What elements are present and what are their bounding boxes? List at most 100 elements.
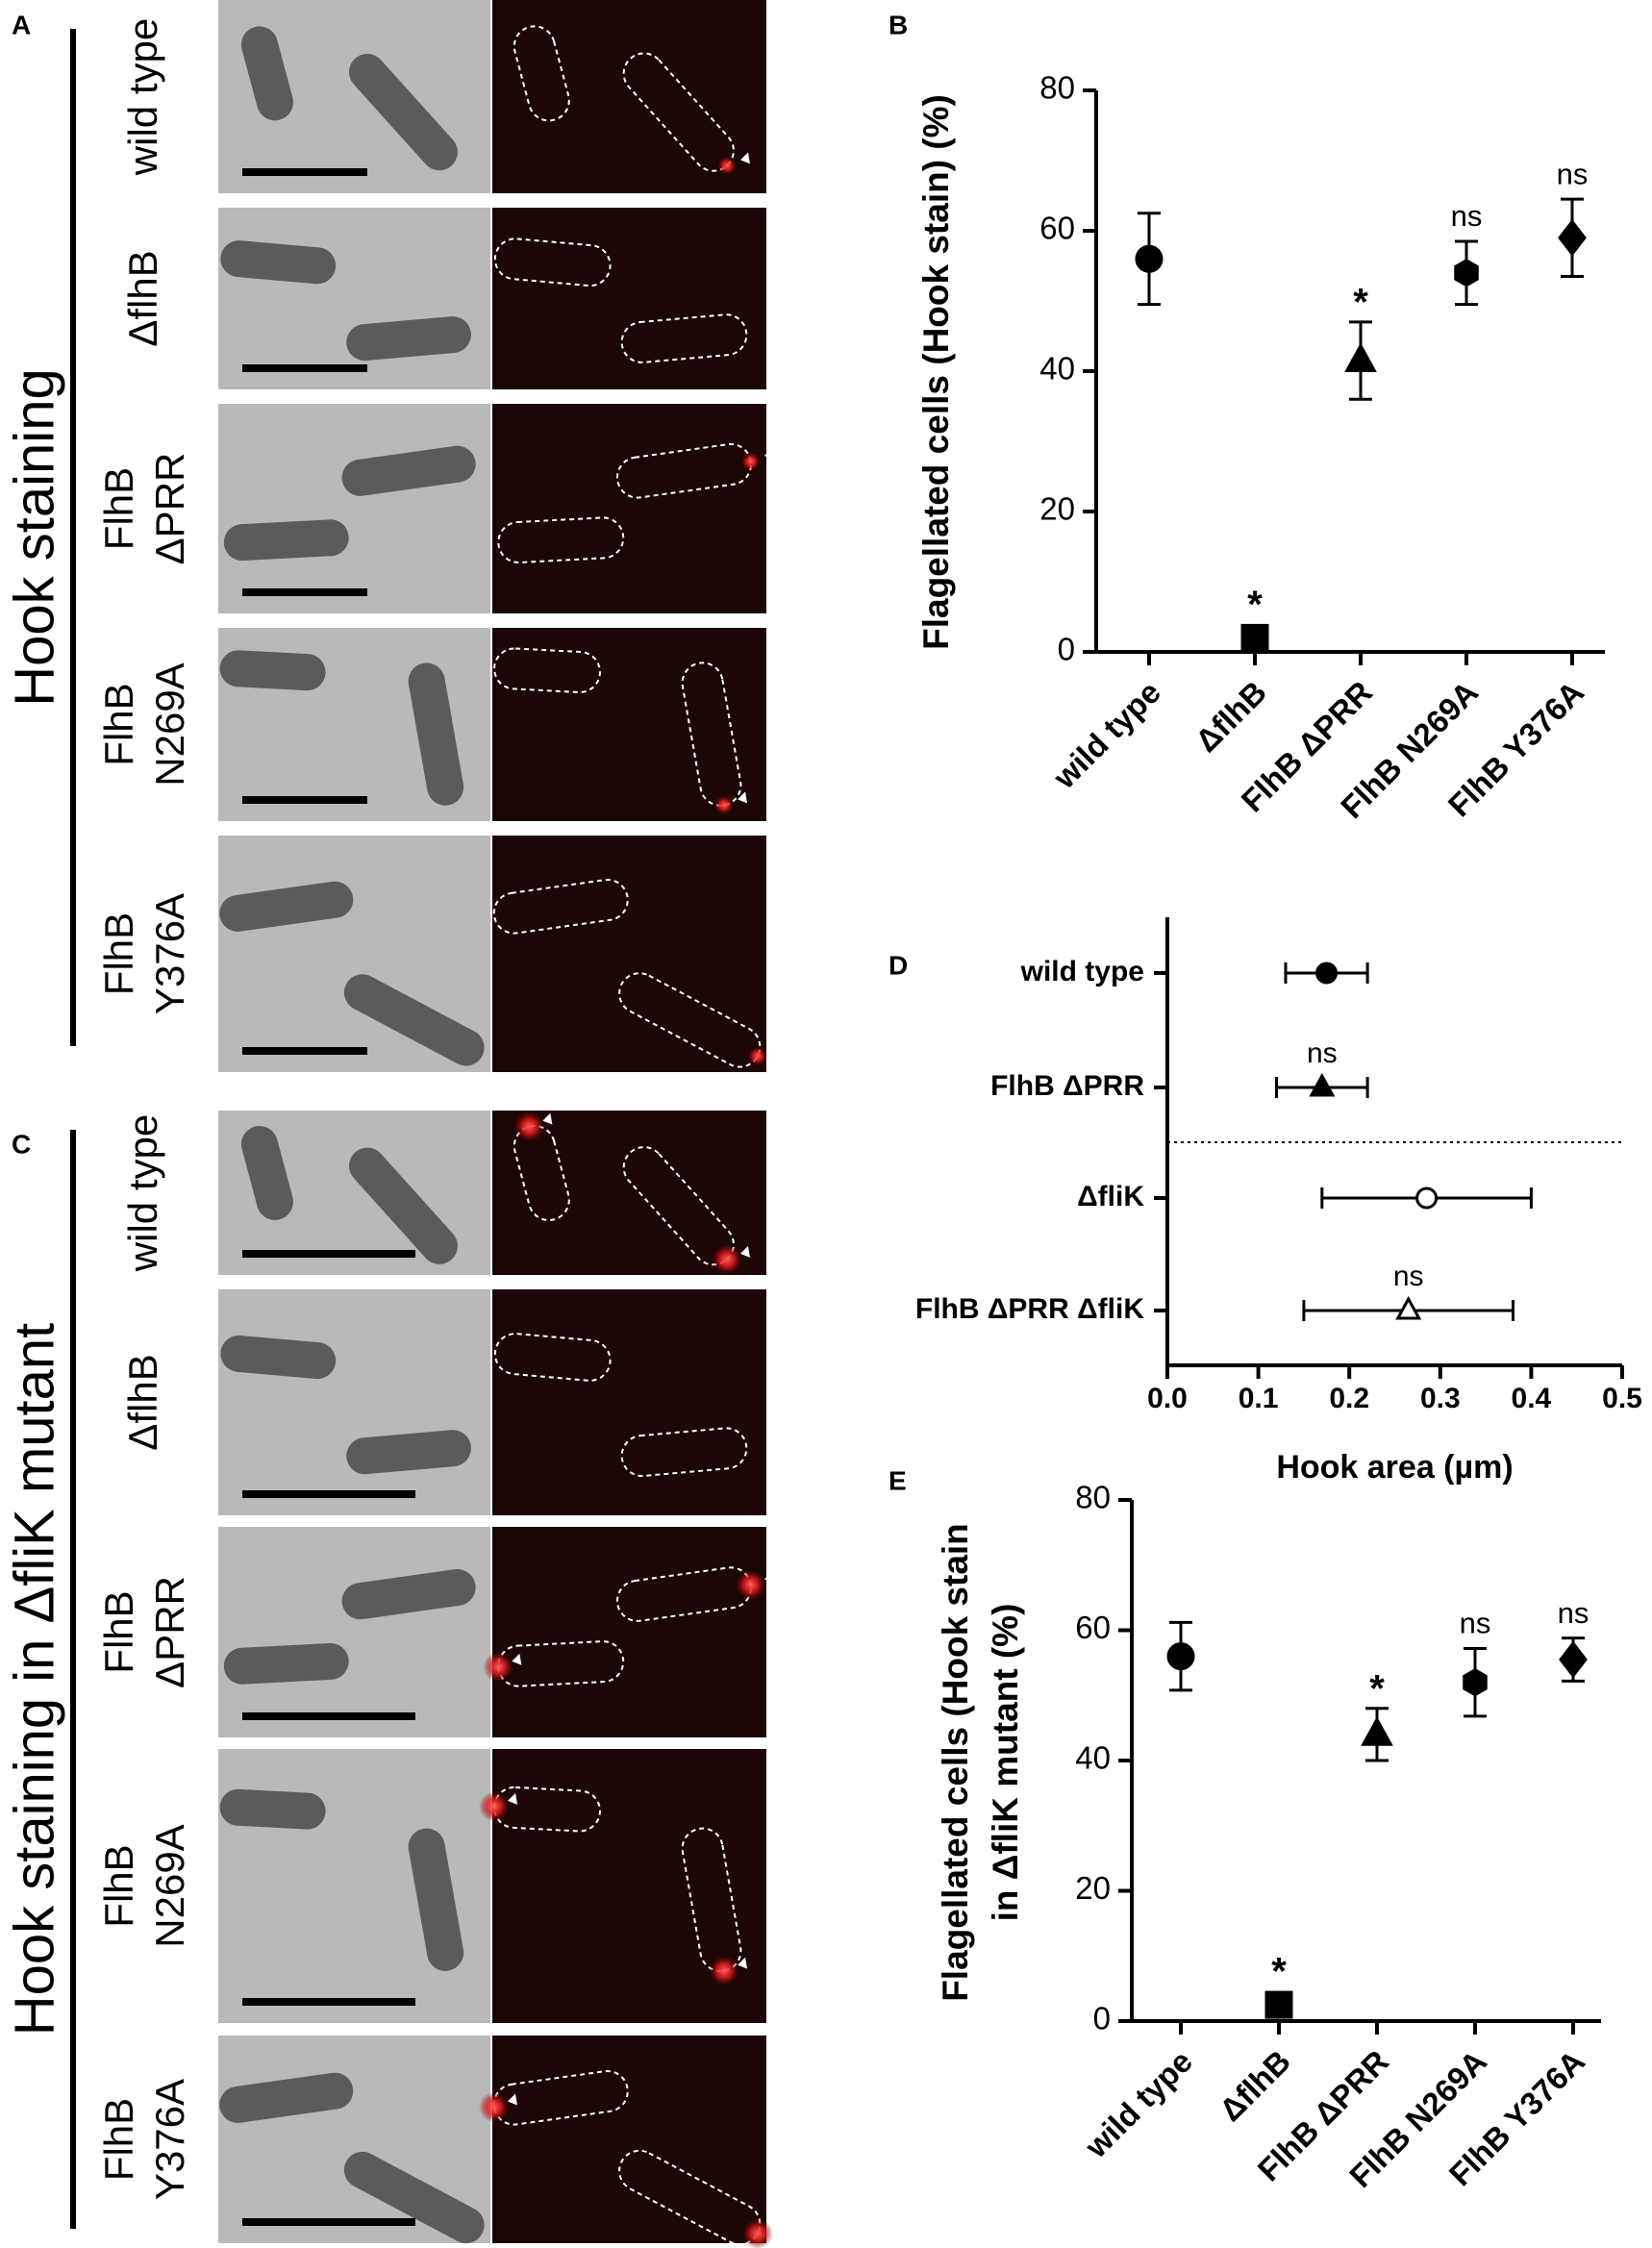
y-axis-label: Flagellated cells (Hook stain) (%) [916,94,956,650]
scale-bar [242,1047,367,1055]
hook-signal [513,1111,545,1142]
cell-outline [493,647,601,693]
scale-bar [242,1712,415,1720]
y-tick-label: FlhB ΔPRR ΔfliK [915,1293,1144,1325]
significance-label: * [1353,281,1368,323]
cell [219,650,326,691]
cell [223,519,349,562]
cell [220,1335,337,1380]
fluorescence-image [492,1527,766,1737]
y-tick-label: 40 [1039,351,1075,387]
data-point [1166,1642,1195,1671]
cell [346,316,471,362]
y-tick-label: 0 [1093,2001,1111,2036]
cell [343,2151,485,2244]
panel-label: B [889,10,908,39]
data-point [1344,342,1377,372]
cell-outline [493,1333,612,1382]
y-tick-label: wild type [1020,956,1144,987]
scale-bar [242,2218,415,2226]
cell-outline [618,972,762,1068]
cell-outline [492,878,629,935]
data-point [1463,1667,1488,1697]
scale-bar [242,168,367,176]
group-label: Hook staining [3,368,65,706]
significance-label: ns [1558,1596,1589,1630]
scale-bar [242,796,367,804]
panel-label: C [12,1129,31,1159]
scale-bar [242,364,367,372]
row-label: ΔPRR [147,453,192,565]
scale-bar [242,1250,415,1258]
cell [341,1568,476,1620]
row-label: N269A [147,1824,192,1947]
x-tick-label: 0.0 [1147,1383,1188,1414]
data-point [1309,1072,1336,1097]
hook-signal [741,2218,773,2248]
arrowhead [739,152,750,164]
arrowhead [770,2220,781,2233]
significance-label: ns [1460,1607,1491,1640]
x-axis-label: Hook area (µm) [1276,1449,1513,1486]
arrowhead [763,1571,774,1584]
x-tick-label: wild type [1077,2043,1199,2165]
cell [223,1642,349,1685]
y-tick-label: 0 [1058,632,1075,667]
y-axis-label: in ΔfliK mutant (%) [986,1604,1025,1922]
row-label: FlhB [96,912,141,995]
x-tick-label: wild type [1045,674,1167,796]
data-point [1264,1990,1293,2019]
fluorescence-image [492,208,766,389]
significance-label: ns [1451,199,1483,233]
arrowhead [763,448,774,461]
data-point [1454,259,1479,287]
cell-outline [622,52,735,172]
cell [341,445,476,496]
hook-signal [709,1955,740,1986]
cell-outline [497,516,625,564]
data-point [1361,1716,1393,1746]
phase-image [218,1289,490,1515]
hook-signal [478,2091,510,2123]
hook-signal [747,1046,767,1066]
x-tick-label: ΔflhB [1189,674,1273,759]
row-label: wild type [120,1114,165,1272]
hook-signal [714,795,735,815]
cell [240,26,293,121]
cell-outline [620,1427,748,1478]
row-label: FlhB [96,467,141,550]
panel-label: E [889,1465,907,1495]
cell-outline [620,313,748,363]
arrowhead [770,1042,781,1055]
arrowhead [738,1957,748,1969]
row-label: FlhB [96,2098,141,2181]
row-label: N269A [147,662,192,786]
y-tick-label: 60 [1039,211,1075,246]
hook-signal [711,1243,742,1275]
fluorescence-image [492,836,766,1072]
row-label: FlhB [96,1844,141,1927]
cell [219,881,354,932]
data-point [1415,1186,1439,1210]
cell [346,1430,471,1475]
phase-image [218,404,490,613]
scale-bar [242,588,367,596]
x-tick-label: 0.5 [1602,1383,1642,1414]
row-label: FlhB [96,1590,141,1673]
cell [408,1828,464,1971]
row-label: ΔflhB [120,250,165,346]
cell-outline [513,1124,570,1221]
y-tick-label: 60 [1075,1610,1111,1645]
data-point [1135,244,1164,273]
significance-label: ns [1393,1261,1424,1292]
arrowhead [542,1112,553,1125]
data-point [1558,218,1587,257]
hook-signal [735,1569,766,1601]
significance-label: ns [1307,1037,1338,1069]
y-tick-label: 40 [1075,1740,1111,1776]
significance-label: * [1369,1667,1385,1710]
cell [219,2072,354,2123]
significance-label: ns [1557,157,1589,190]
arrowhead [508,1792,518,1805]
